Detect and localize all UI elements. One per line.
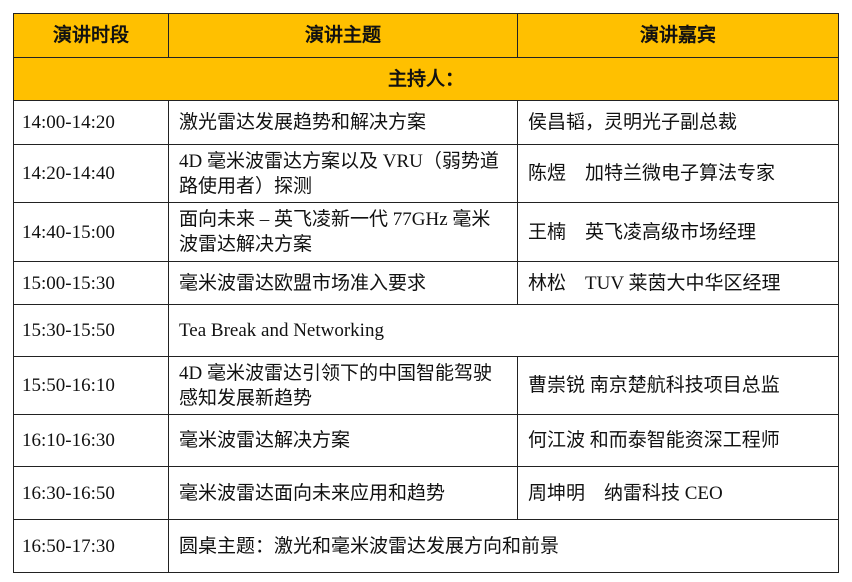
table-row: 16:30-16:50 毫米波雷达面向未来应用和趋势 周坤明 纳雷科技 CEO xyxy=(13,466,839,520)
table-row: 14:20-14:40 4D 毫米波雷达方案以及 VRU（弱势道路使用者）探测 … xyxy=(13,144,839,203)
header-time: 演讲时段 xyxy=(13,13,169,58)
topic-cell: 4D 毫米波雷达引领下的中国智能驾驶感知发展新趋势 xyxy=(168,356,518,415)
time-cell: 15:00-15:30 xyxy=(13,261,169,305)
speaker-cell: 陈煜 加特兰微电子算法专家 xyxy=(517,144,839,203)
topic-cell: 圆桌主题：激光和毫米波雷达发展方向和前景 xyxy=(168,519,839,573)
topic-cell: 毫米波雷达欧盟市场准入要求 xyxy=(168,261,518,305)
topic-cell: 毫米波雷达解决方案 xyxy=(168,414,518,467)
time-cell: 14:00-14:20 xyxy=(13,100,169,145)
speaker-cell: 林松 TUV 莱茵大中华区经理 xyxy=(517,261,839,305)
speaker-cell: 周坤明 纳雷科技 CEO xyxy=(517,466,839,520)
time-cell: 14:40-15:00 xyxy=(13,202,169,262)
table-row: 14:40-15:00 面向未来 – 英飞凌新一代 77GHz 毫米波雷达解决方… xyxy=(13,202,839,262)
header-row: 演讲时段 演讲主题 演讲嘉宾 xyxy=(13,13,839,58)
topic-cell: 4D 毫米波雷达方案以及 VRU（弱势道路使用者）探测 xyxy=(168,144,518,203)
topic-cell: 激光雷达发展趋势和解决方案 xyxy=(168,100,518,145)
time-cell: 15:50-16:10 xyxy=(13,356,169,415)
host-label: 主持人： xyxy=(13,57,839,101)
agenda-table: 演讲时段 演讲主题 演讲嘉宾 主持人： 14:00-14:20 激光雷达发展趋势… xyxy=(13,13,839,573)
header-topic: 演讲主题 xyxy=(168,13,518,58)
time-cell: 16:10-16:30 xyxy=(13,414,169,467)
speaker-cell: 侯昌韬，灵明光子副总裁 xyxy=(517,100,839,145)
time-cell: 16:30-16:50 xyxy=(13,466,169,520)
header-speaker: 演讲嘉宾 xyxy=(517,13,839,58)
topic-cell: 毫米波雷达面向未来应用和趋势 xyxy=(168,466,518,520)
speaker-cell: 王楠 英飞凌高级市场经理 xyxy=(517,202,839,262)
time-cell: 14:20-14:40 xyxy=(13,144,169,203)
topic-cell: Tea Break and Networking xyxy=(168,304,839,357)
table-row: 15:50-16:10 4D 毫米波雷达引领下的中国智能驾驶感知发展新趋势 曹崇… xyxy=(13,356,839,415)
host-row: 主持人： xyxy=(13,57,839,101)
table-row: 16:50-17:30 圆桌主题：激光和毫米波雷达发展方向和前景 xyxy=(13,519,839,573)
topic-cell: 面向未来 – 英飞凌新一代 77GHz 毫米波雷达解决方案 xyxy=(168,202,518,262)
table-row: 16:10-16:30 毫米波雷达解决方案 何江波 和而泰智能资深工程师 xyxy=(13,414,839,467)
table-row: 15:30-15:50 Tea Break and Networking xyxy=(13,304,839,357)
time-cell: 16:50-17:30 xyxy=(13,519,169,573)
speaker-cell: 曹崇锐 南京楚航科技项目总监 xyxy=(517,356,839,415)
table-row: 14:00-14:20 激光雷达发展趋势和解决方案 侯昌韬，灵明光子副总裁 xyxy=(13,100,839,145)
time-cell: 15:30-15:50 xyxy=(13,304,169,357)
speaker-cell: 何江波 和而泰智能资深工程师 xyxy=(517,414,839,467)
table-row: 15:00-15:30 毫米波雷达欧盟市场准入要求 林松 TUV 莱茵大中华区经… xyxy=(13,261,839,305)
